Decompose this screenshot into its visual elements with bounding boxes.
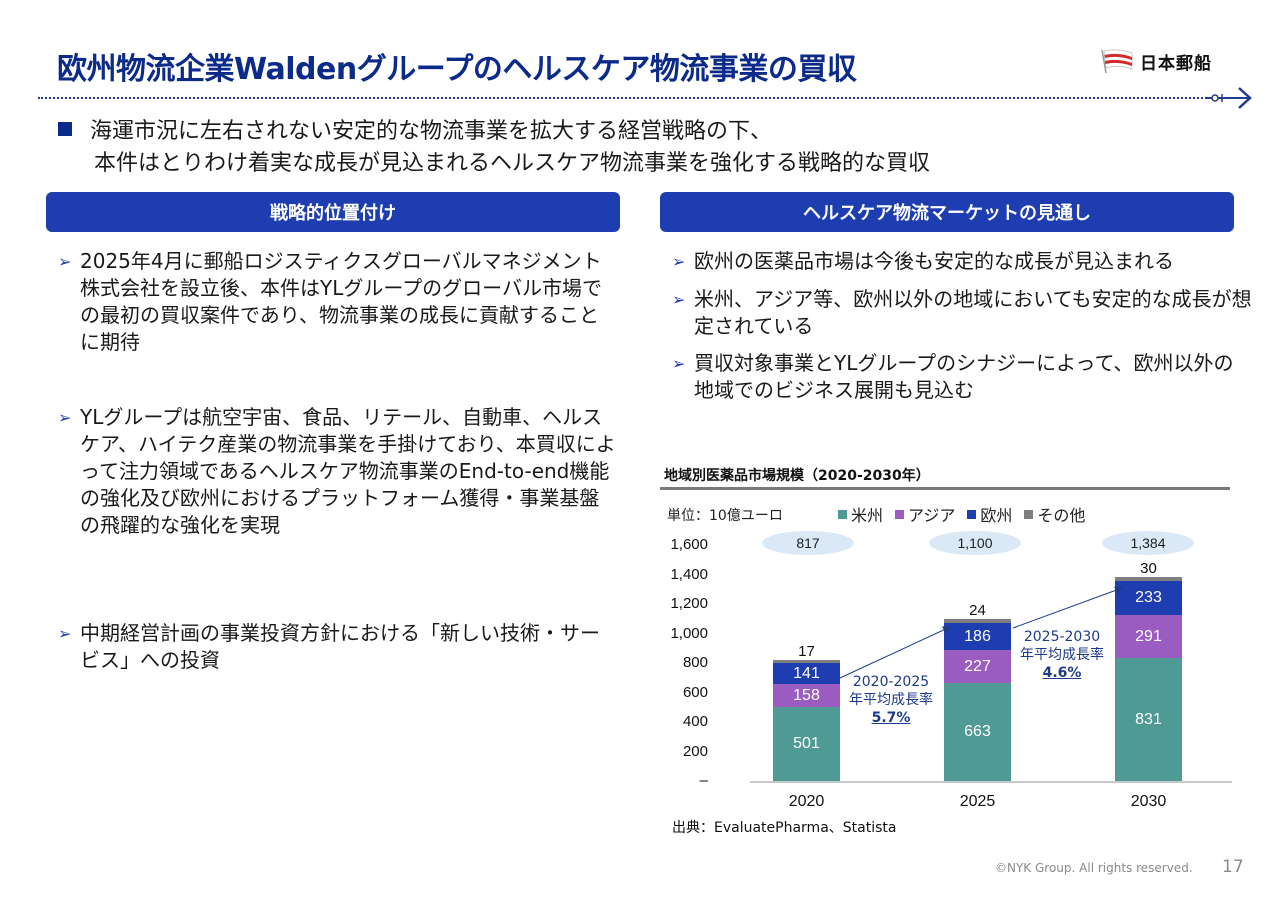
y-tick: 400 bbox=[682, 713, 708, 730]
legend-europe: 欧州 bbox=[967, 502, 1012, 526]
other-label-2030: 30 bbox=[1140, 560, 1157, 577]
page-title: 欧州物流企業Waldenグループのヘルスケア物流事業の買収 bbox=[57, 52, 857, 87]
other-label-2025: 24 bbox=[969, 602, 986, 619]
legend-other: その他 bbox=[1024, 502, 1085, 526]
chart-title: 地域別医薬品市場規模（2020-2030年） bbox=[664, 468, 930, 484]
section-heading-market-outlook: ヘルスケア物流マーケットの見通し bbox=[660, 192, 1234, 232]
legend-americas: 米州 bbox=[838, 502, 883, 526]
arrow-bullet-icon: ➢ bbox=[672, 354, 686, 373]
x-label-2020: 2020 bbox=[788, 793, 825, 810]
strategy-bullet-2: ➢ YLグループは航空宇宙、食品、リテール、自動車、ヘルスケア、ハイテク産業の物流… bbox=[58, 405, 616, 537]
page-number: 17 bbox=[1222, 857, 1244, 877]
chart-unit: 単位：10億ユーロ bbox=[667, 508, 783, 524]
strategy-bullet-3: ➢ 中期経営計画の事業投資方針における「新しい技術・サービス」への投資 bbox=[58, 621, 600, 672]
y-tick: 200 bbox=[682, 743, 708, 760]
bar-2020-europe: 141 bbox=[773, 663, 840, 684]
x-axis-line bbox=[750, 781, 1232, 783]
legend-swatch-other bbox=[1024, 509, 1034, 519]
y-tick: 1,400 bbox=[670, 566, 708, 583]
x-label-2030: 2030 bbox=[1130, 793, 1167, 810]
chart-legend: 米州 アジア 欧州 その他 bbox=[838, 502, 1085, 526]
legend-asia: アジア bbox=[895, 502, 955, 526]
total-label-2025: 1,100 bbox=[929, 531, 1021, 555]
y-tick: 600 bbox=[682, 684, 708, 701]
cagr-2020-2025: 2020-2025 年平均成長率 5.7% bbox=[849, 674, 933, 726]
arrow-bullet-icon: ➢ bbox=[672, 252, 686, 271]
outlook-bullet-1: ➢ 欧州の医薬品市場は今後も安定的な成長が見込まれる bbox=[672, 249, 1174, 273]
legend-swatch-asia bbox=[895, 509, 905, 519]
lead-line-1: 海運市況に左右されない安定的な物流事業を拡大する経営戦略の下、 bbox=[90, 119, 773, 144]
total-label-2020: 817 bbox=[762, 531, 854, 555]
y-tick: 1,000 bbox=[670, 625, 708, 642]
lead-line-2: 本件はとりわけ着実な成長が見込まれるヘルスケア物流事業を強化する戦略的な買収 bbox=[94, 151, 931, 176]
y-tick: – bbox=[699, 772, 708, 789]
x-label-2025: 2025 bbox=[959, 793, 996, 810]
bar-2030-asia: 291 bbox=[1115, 615, 1182, 658]
legend-swatch-europe bbox=[967, 509, 977, 519]
bar-2020-other bbox=[773, 660, 840, 663]
section-heading-strategy: 戦略的位置付け bbox=[46, 192, 620, 232]
total-label-2030: 1,384 bbox=[1102, 531, 1194, 555]
arrow-bullet-icon: ➢ bbox=[58, 624, 72, 643]
growth-arrow-2025-2030 bbox=[1012, 586, 1123, 629]
copyright: ©NYK Group. All rights reserved. bbox=[995, 861, 1193, 875]
company-logo: 日本郵船 bbox=[1100, 48, 1212, 74]
bar-2030-other bbox=[1115, 577, 1182, 581]
growth-arrow-2020-2025 bbox=[839, 626, 951, 679]
bar-2025-americas: 663 bbox=[944, 683, 1011, 781]
arrow-bullet-icon: ➢ bbox=[58, 408, 72, 427]
bar-2025-asia: 227 bbox=[944, 650, 1011, 683]
bar-2020-americas: 501 bbox=[773, 707, 840, 781]
arrow-bullet-icon: ➢ bbox=[672, 290, 686, 309]
logo-text: 日本郵船 bbox=[1140, 53, 1212, 74]
legend-swatch-americas bbox=[838, 509, 847, 519]
cagr-2025-2030: 2025-2030 年平均成長率 4.6% bbox=[1020, 629, 1104, 681]
anchor-arrow-icon bbox=[1205, 87, 1252, 109]
chart-source: 出典：EvaluatePharma、Statista bbox=[672, 820, 897, 836]
header-divider bbox=[38, 97, 1218, 99]
y-tick: 1,200 bbox=[670, 595, 708, 612]
other-label-2020: 17 bbox=[798, 643, 815, 660]
strategy-bullet-1: ➢ 2025年4月に郵船ロジスティクスグローバルマネジメント株式会社を設立後、本件… bbox=[58, 249, 602, 354]
y-tick: 1,600 bbox=[670, 536, 708, 553]
arrow-bullet-icon: ➢ bbox=[58, 252, 72, 271]
lead-statement: 海運市況に左右されない安定的な物流事業を拡大する経営戦略の下、 本件はとりわけ着… bbox=[58, 116, 930, 180]
outlook-bullet-3: ➢ 買収対象事業とYLグループのシナジーによって、欧州以外の地域でのビジネス展開も… bbox=[672, 351, 1234, 402]
square-bullet-icon bbox=[58, 122, 72, 136]
bar-2025-europe: 186 bbox=[944, 623, 1011, 650]
bar-2025-other bbox=[944, 619, 1011, 623]
outlook-bullet-2: ➢ 米州、アジア等、欧州以外の地域においても安定的な成長が想定されている bbox=[672, 287, 1252, 338]
bar-2030-europe: 233 bbox=[1115, 581, 1182, 615]
bar-2030-americas: 831 bbox=[1115, 658, 1182, 781]
bar-2020-asia: 158 bbox=[773, 684, 840, 707]
growth-arrows bbox=[839, 586, 1123, 679]
y-tick: 800 bbox=[682, 654, 708, 671]
chart-title-rule bbox=[660, 487, 1230, 490]
nyk-flag-icon bbox=[1101, 49, 1133, 74]
